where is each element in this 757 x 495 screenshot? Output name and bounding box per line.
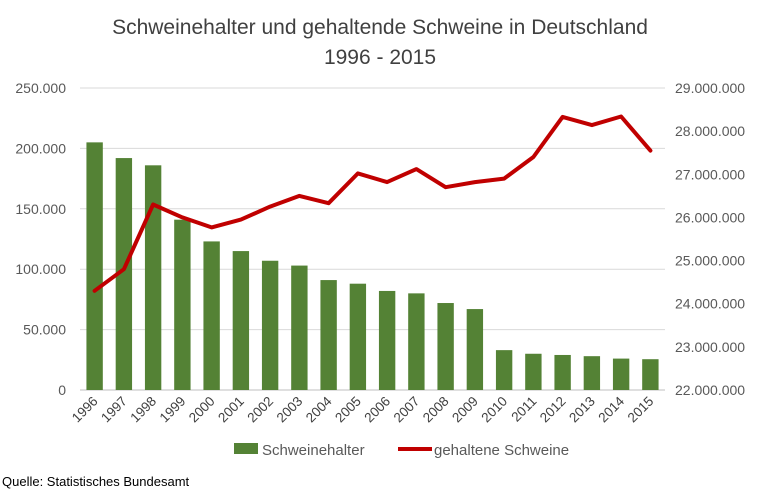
- right-axis-tick-label: 22.000.000: [675, 382, 745, 398]
- x-axis-tick-label: 2001: [215, 394, 247, 426]
- left-axis-tick-label: 200.000: [15, 140, 66, 156]
- line-series: [92, 114, 653, 293]
- right-axis-tick-label: 26.000.000: [675, 209, 745, 225]
- bar: [437, 303, 454, 390]
- bar: [174, 219, 191, 390]
- bar: [495, 350, 513, 390]
- right-axis-tick-label: 25.000.000: [675, 253, 745, 269]
- x-axis-tick-label: 2002: [244, 394, 276, 426]
- left-axis-tick-label: 50.000: [23, 322, 66, 338]
- x-axis-labels: 1996199719981999200020012002200320042005…: [69, 393, 657, 425]
- right-axis-tick-label: 27.000.000: [675, 166, 745, 182]
- x-axis-tick-label: 2006: [361, 394, 393, 426]
- series-line: [92, 114, 653, 293]
- left-axis-tick-label: 250.000: [15, 80, 66, 96]
- bar: [232, 251, 250, 390]
- bar: [86, 142, 103, 390]
- bar: [466, 309, 484, 390]
- bar: [115, 158, 133, 390]
- chart-subtitle: 1996 - 2015: [324, 46, 436, 69]
- x-axis-tick-label: 1999: [157, 394, 189, 426]
- bar: [525, 353, 542, 390]
- x-axis-tick-label: 2012: [537, 394, 569, 426]
- x-axis-tick-label: 2008: [420, 394, 452, 426]
- source-note: Quelle: Statistisches Bundesamt: [2, 474, 190, 489]
- bar: [642, 359, 659, 390]
- legend: Schweinehalter gehaltene Schweine: [234, 442, 569, 459]
- x-axis-tick-label: 2010: [478, 394, 510, 426]
- bar: [320, 280, 337, 390]
- x-axis-tick-label: 2004: [303, 393, 335, 425]
- x-axis-tick-label: 2003: [274, 394, 306, 426]
- x-axis-tick-label: 2015: [625, 394, 657, 426]
- x-axis-tick-label: 2005: [332, 394, 364, 426]
- bar: [349, 283, 367, 390]
- bar: [261, 260, 279, 390]
- bar: [583, 356, 601, 390]
- left-axis-tick-label: 0: [58, 382, 66, 398]
- left-axis-tick-label: 100.000: [15, 261, 66, 277]
- bar: [144, 165, 162, 390]
- right-axis-tick-label: 24.000.000: [675, 296, 745, 312]
- bar: [203, 241, 220, 390]
- chart-title: Schweinehalter und gehaltende Schweine i…: [112, 16, 648, 39]
- bar: [291, 265, 308, 390]
- legend-swatch-schweinehalter: [234, 443, 258, 454]
- legend-label-schweinehalter: Schweinehalter: [262, 442, 365, 459]
- right-axis-tick-label: 29.000.000: [675, 80, 745, 96]
- x-axis-tick-label: 2000: [186, 394, 218, 426]
- bar: [378, 290, 396, 390]
- x-axis-tick-label: 2011: [508, 394, 539, 425]
- right-axis-tick-label: 28.000.000: [675, 123, 745, 139]
- bar-series: [86, 142, 659, 390]
- right-axis-tick-label: 23.000.000: [675, 339, 745, 355]
- x-axis-tick-label: 2013: [566, 394, 598, 426]
- x-axis-tick-label: 1996: [69, 394, 101, 426]
- bar: [408, 293, 425, 390]
- x-axis-tick-label: 2009: [449, 394, 481, 426]
- x-axis-tick-label: 2007: [391, 394, 423, 426]
- x-axis-tick-label: 1997: [98, 394, 130, 426]
- bar: [612, 358, 630, 390]
- left-axis-labels: 0 50.000 100.000 150.000 200.000 250.000: [15, 80, 66, 398]
- x-axis-tick-label: 2014: [595, 393, 627, 425]
- legend-label-gehaltene-schweine: gehaltene Schweine: [434, 442, 569, 459]
- gridlines: [80, 87, 665, 391]
- x-axis-tick-label: 1998: [127, 394, 159, 426]
- bar: [554, 354, 571, 390]
- left-axis-tick-label: 150.000: [15, 201, 66, 217]
- right-axis-labels: 22.000.000 23.000.000 24.000.000 25.000.000…: [675, 80, 745, 398]
